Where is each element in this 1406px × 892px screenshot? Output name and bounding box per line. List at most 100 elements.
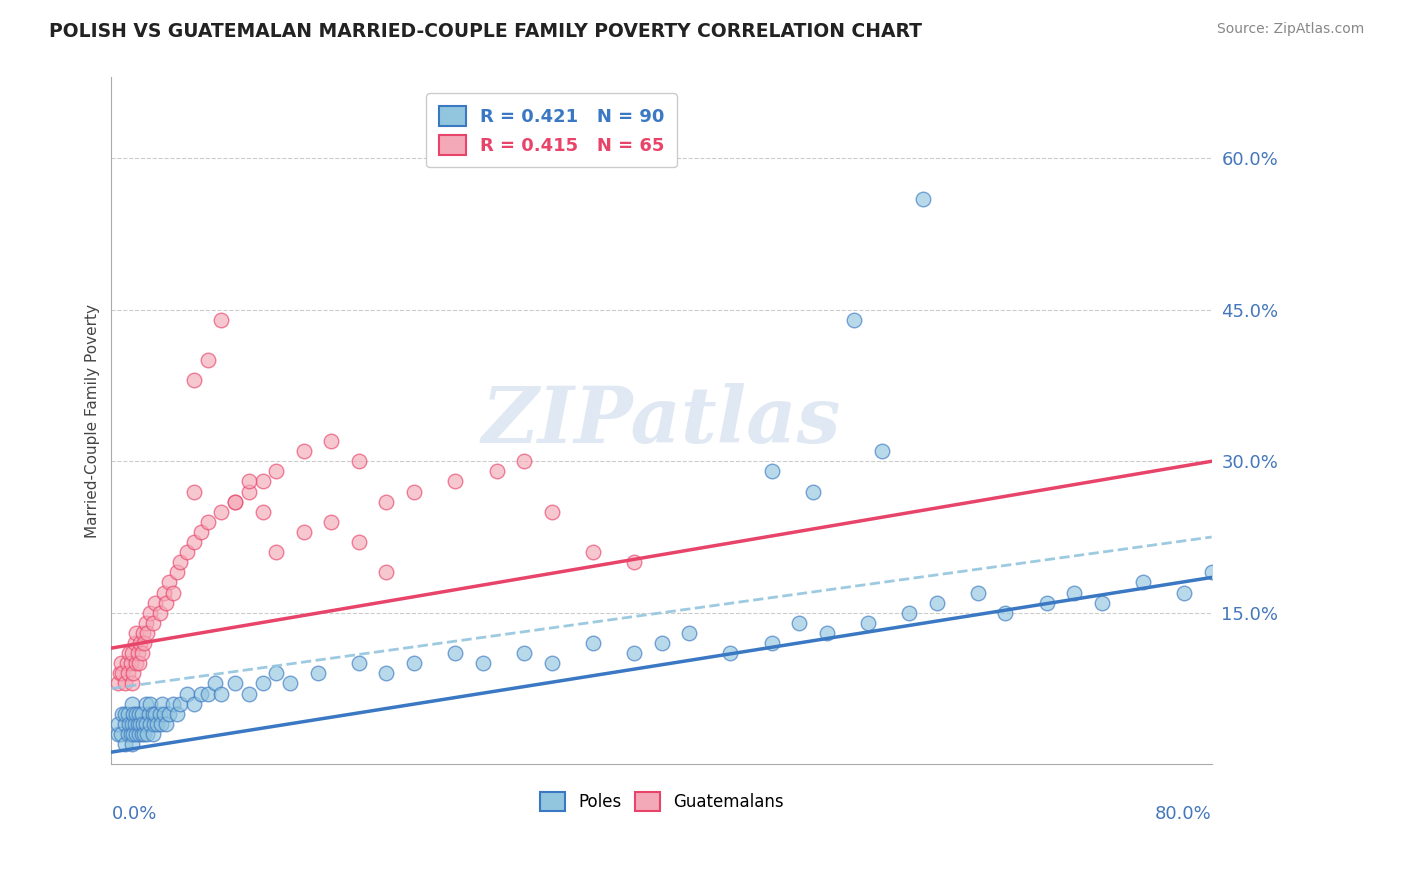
Point	[911, 192, 934, 206]
Point	[321, 434, 343, 448]
Point	[718, 646, 741, 660]
Point	[121, 646, 143, 660]
Point	[142, 727, 165, 741]
Point	[197, 687, 219, 701]
Point	[127, 646, 149, 660]
Point	[801, 484, 824, 499]
Point	[347, 535, 370, 549]
Legend: Poles, Guatemalans: Poles, Guatemalans	[533, 786, 790, 818]
Point	[183, 697, 205, 711]
Point	[176, 545, 198, 559]
Point	[197, 353, 219, 368]
Point	[118, 646, 141, 660]
Point	[1063, 585, 1085, 599]
Point	[124, 717, 146, 731]
Point	[149, 717, 172, 731]
Point	[169, 555, 191, 569]
Point	[114, 706, 136, 721]
Point	[162, 585, 184, 599]
Point	[623, 555, 645, 569]
Point	[122, 706, 145, 721]
Point	[125, 626, 148, 640]
Point	[110, 727, 132, 741]
Point	[128, 706, 150, 721]
Point	[347, 454, 370, 468]
Point	[135, 697, 157, 711]
Point	[124, 636, 146, 650]
Point	[444, 475, 467, 489]
Point	[142, 615, 165, 630]
Point	[197, 515, 219, 529]
Point	[266, 545, 288, 559]
Point	[238, 484, 260, 499]
Point	[155, 717, 177, 731]
Point	[117, 666, 139, 681]
Point	[761, 636, 783, 650]
Point	[224, 676, 246, 690]
Point	[787, 615, 810, 630]
Point	[107, 717, 129, 731]
Point	[1173, 585, 1195, 599]
Point	[117, 727, 139, 741]
Point	[114, 717, 136, 731]
Point	[252, 676, 274, 690]
Point	[651, 636, 673, 650]
Point	[152, 706, 174, 721]
Text: Source: ZipAtlas.com: Source: ZipAtlas.com	[1216, 22, 1364, 37]
Point	[143, 717, 166, 731]
Point	[582, 545, 605, 559]
Point	[582, 636, 605, 650]
Point	[157, 706, 180, 721]
Point	[150, 697, 173, 711]
Point	[402, 484, 425, 499]
Y-axis label: Married-Couple Family Poverty: Married-Couple Family Poverty	[86, 304, 100, 538]
Point	[183, 374, 205, 388]
Point	[115, 657, 138, 671]
Point	[925, 596, 948, 610]
Point	[117, 706, 139, 721]
Point	[347, 657, 370, 671]
Point	[238, 687, 260, 701]
Text: POLISH VS GUATEMALAN MARRIED-COUPLE FAMILY POVERTY CORRELATION CHART: POLISH VS GUATEMALAN MARRIED-COUPLE FAMI…	[49, 22, 922, 41]
Point	[278, 676, 301, 690]
Point	[856, 615, 879, 630]
Point	[121, 676, 143, 690]
Point	[1132, 575, 1154, 590]
Point	[678, 626, 700, 640]
Point	[162, 697, 184, 711]
Point	[145, 596, 167, 610]
Point	[138, 706, 160, 721]
Point	[145, 706, 167, 721]
Point	[183, 535, 205, 549]
Point	[842, 313, 865, 327]
Point	[513, 646, 536, 660]
Point	[152, 585, 174, 599]
Point	[125, 727, 148, 741]
Text: ZIPatlas: ZIPatlas	[482, 383, 841, 459]
Point	[128, 727, 150, 741]
Point	[110, 657, 132, 671]
Point	[209, 505, 232, 519]
Point	[761, 464, 783, 478]
Point	[307, 666, 329, 681]
Point	[121, 737, 143, 751]
Point	[321, 515, 343, 529]
Point	[135, 717, 157, 731]
Point	[190, 524, 212, 539]
Point	[131, 706, 153, 721]
Point	[134, 636, 156, 650]
Point	[1035, 596, 1057, 610]
Point	[238, 475, 260, 489]
Point	[132, 626, 155, 640]
Point	[375, 566, 398, 580]
Point	[139, 697, 162, 711]
Point	[176, 687, 198, 701]
Point	[136, 727, 159, 741]
Point	[128, 657, 150, 671]
Point	[166, 566, 188, 580]
Point	[966, 585, 988, 599]
Point	[107, 727, 129, 741]
Point	[135, 615, 157, 630]
Point	[1091, 596, 1114, 610]
Point	[139, 717, 162, 731]
